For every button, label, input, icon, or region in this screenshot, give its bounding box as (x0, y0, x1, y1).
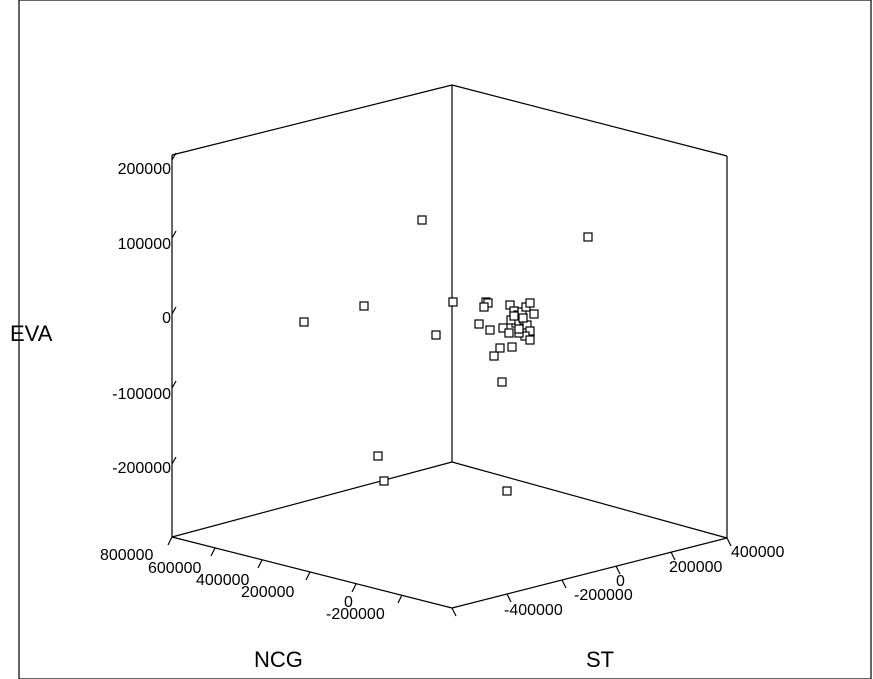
ncg-tick-label: 800000 (100, 547, 153, 564)
st-tick-mark (451, 607, 457, 617)
eva-axis: 200000 100000 0 -100000 -200000 EVA (10, 152, 177, 477)
scatter-point (489, 351, 499, 361)
scatter-point (359, 301, 369, 311)
scatter-point (417, 215, 427, 225)
cube-edge-floor-back-right (451, 461, 728, 539)
scatter-point (525, 326, 535, 336)
eva-tick-label: -100000 (112, 386, 171, 403)
st-tick-mark (561, 579, 567, 589)
st-tick-label: -400000 (504, 602, 563, 619)
scatter-point (379, 476, 389, 486)
cube-edge-floor-front-right (451, 537, 728, 609)
st-tick-mark (506, 593, 512, 603)
scatter-point (502, 486, 512, 496)
st-tick-label: 0 (616, 573, 625, 590)
ncg-tick-mark (397, 594, 403, 604)
scatter-point (514, 324, 524, 334)
chart-frame (18, 0, 872, 679)
eva-tick-label: 0 (162, 310, 171, 327)
eva-tick-mark (171, 456, 177, 465)
cube-edge-floor-back-left (171, 461, 453, 538)
ncg-tick-mark (351, 583, 357, 593)
eva-axis-title: EVA (10, 321, 53, 346)
scatter-point (509, 311, 519, 321)
cube-edge-floor-front-left (171, 536, 453, 609)
scatter-point (583, 232, 593, 242)
scatter-point (485, 325, 495, 335)
scatter-point (474, 319, 484, 329)
ncg-tick-mark (305, 571, 311, 581)
st-tick-mark (670, 551, 676, 561)
scatter-point (525, 335, 535, 345)
scatter-point (525, 298, 535, 308)
ncg-tick-label: -200000 (326, 606, 385, 623)
scatter-point (299, 317, 309, 327)
eva-tick-mark (171, 230, 177, 239)
st-tick-label: -200000 (574, 587, 633, 604)
data-points (299, 215, 593, 496)
ncg-tick-mark (210, 547, 216, 557)
ncg-tick-mark (167, 536, 173, 546)
scatter-point (479, 302, 489, 312)
scatter-point (498, 323, 508, 333)
ncg-tick-label: 400000 (196, 572, 249, 589)
cube-edge-top-left (171, 84, 453, 156)
st-tick-label: 200000 (669, 559, 722, 576)
ncg-axis: 800000 600000 400000 200000 0 -200000 NC… (100, 536, 403, 672)
scatter-point (529, 309, 539, 319)
st-tick-mark (726, 537, 732, 547)
ncg-tick-label: 600000 (148, 560, 201, 577)
cube-edges (171, 84, 728, 609)
ncg-tick-label: 200000 (241, 584, 294, 601)
scatter-point (448, 297, 458, 307)
eva-tick-label: 100000 (118, 236, 171, 253)
st-axis: -400000 -200000 0 200000 400000 ST (451, 537, 784, 672)
ncg-tick-mark (257, 559, 263, 569)
eva-tick-mark (171, 152, 177, 161)
eva-tick-mark (171, 306, 177, 315)
st-axis-title: ST (586, 647, 614, 672)
scatter-point (497, 377, 507, 387)
ncg-tick-label: 0 (344, 594, 353, 611)
scatter-point (507, 342, 517, 352)
scatter-point (518, 313, 528, 323)
eva-tick-label: -200000 (112, 460, 171, 477)
scatter-point (431, 330, 441, 340)
scatter-point (495, 343, 505, 353)
cube-edge-top-right (451, 84, 728, 157)
st-tick-mark (615, 565, 621, 575)
scatter-point (373, 451, 383, 461)
scatter-point (504, 328, 514, 338)
st-tick-label: 400000 (731, 544, 784, 561)
ncg-axis-title: NCG (254, 647, 303, 672)
eva-tick-label: 200000 (118, 161, 171, 178)
eva-tick-mark (171, 380, 177, 389)
